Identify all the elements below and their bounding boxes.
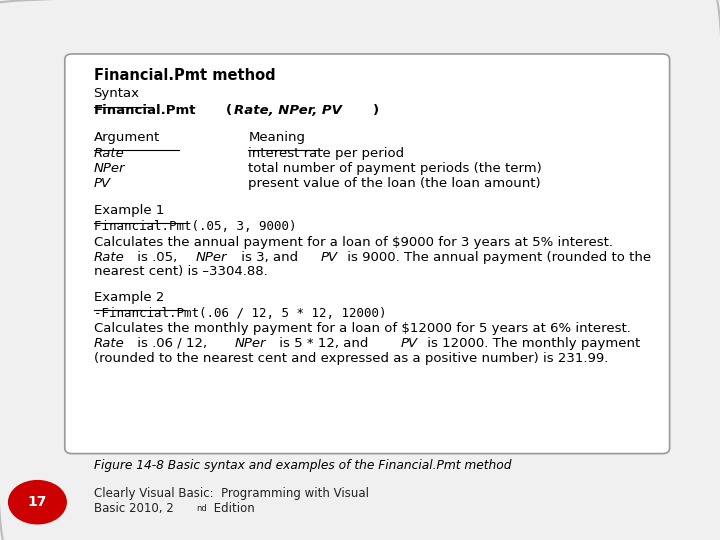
- Text: Rate: Rate: [94, 337, 125, 350]
- Text: nd: nd: [197, 504, 207, 513]
- Text: -Financial.Pmt(.06 / 12, 5 * 12, 12000): -Financial.Pmt(.06 / 12, 5 * 12, 12000): [94, 307, 386, 320]
- Text: nearest cent) is –3304.88.: nearest cent) is –3304.88.: [94, 265, 267, 278]
- Text: Financial.Pmt method: Financial.Pmt method: [94, 68, 275, 83]
- Text: Basic 2010, 2: Basic 2010, 2: [94, 502, 174, 515]
- Text: NPer: NPer: [196, 251, 228, 264]
- Text: total number of payment periods (the term): total number of payment periods (the ter…: [248, 162, 542, 175]
- Text: Example 2: Example 2: [94, 291, 164, 303]
- Text: Syntax: Syntax: [94, 87, 140, 100]
- Text: Rate, NPer, PV: Rate, NPer, PV: [234, 104, 341, 117]
- FancyBboxPatch shape: [65, 54, 670, 454]
- Text: NPer: NPer: [94, 162, 125, 175]
- Text: Calculates the annual payment for a loan of $9000 for 3 years at 5% interest.: Calculates the annual payment for a loan…: [94, 236, 613, 249]
- Text: Rate: Rate: [94, 251, 125, 264]
- Text: PV: PV: [401, 337, 418, 350]
- Text: Figure 14-8 Basic syntax and examples of the Financial.Pmt method: Figure 14-8 Basic syntax and examples of…: [94, 459, 511, 472]
- Text: Meaning: Meaning: [248, 131, 305, 144]
- Text: is 9000. The annual payment (rounded to the: is 9000. The annual payment (rounded to …: [343, 251, 651, 264]
- Text: interest rate per period: interest rate per period: [248, 147, 405, 160]
- Text: is 5 * 12, and: is 5 * 12, and: [275, 337, 373, 350]
- Text: is .05,: is .05,: [133, 251, 181, 264]
- Text: NPer: NPer: [235, 337, 266, 350]
- Text: PV: PV: [321, 251, 338, 264]
- Text: Edition: Edition: [210, 502, 255, 515]
- Circle shape: [9, 481, 66, 524]
- Text: (rounded to the nearest cent and expressed as a positive number) is 231.99.: (rounded to the nearest cent and express…: [94, 352, 608, 365]
- Text: is 12000. The monthly payment: is 12000. The monthly payment: [423, 337, 640, 350]
- Text: Example 1: Example 1: [94, 204, 164, 217]
- Text: Rate: Rate: [94, 147, 125, 160]
- Text: Calculates the monthly payment for a loan of $12000 for 5 years at 6% interest.: Calculates the monthly payment for a loa…: [94, 322, 631, 335]
- Text: is 3, and: is 3, and: [236, 251, 302, 264]
- Text: PV: PV: [94, 177, 111, 190]
- Text: 17: 17: [28, 495, 47, 509]
- Text: Argument: Argument: [94, 131, 160, 144]
- Text: Clearly Visual Basic:  Programming with Visual: Clearly Visual Basic: Programming with V…: [94, 487, 369, 500]
- Text: (: (: [226, 104, 232, 117]
- Text: is .06 / 12,: is .06 / 12,: [133, 337, 212, 350]
- Text: present value of the loan (the loan amount): present value of the loan (the loan amou…: [248, 177, 541, 190]
- Text: Financial.Pmt(.05, 3, 9000): Financial.Pmt(.05, 3, 9000): [94, 220, 296, 233]
- Text: ): ): [373, 104, 379, 117]
- Text: Financial.Pmt: Financial.Pmt: [94, 104, 196, 117]
